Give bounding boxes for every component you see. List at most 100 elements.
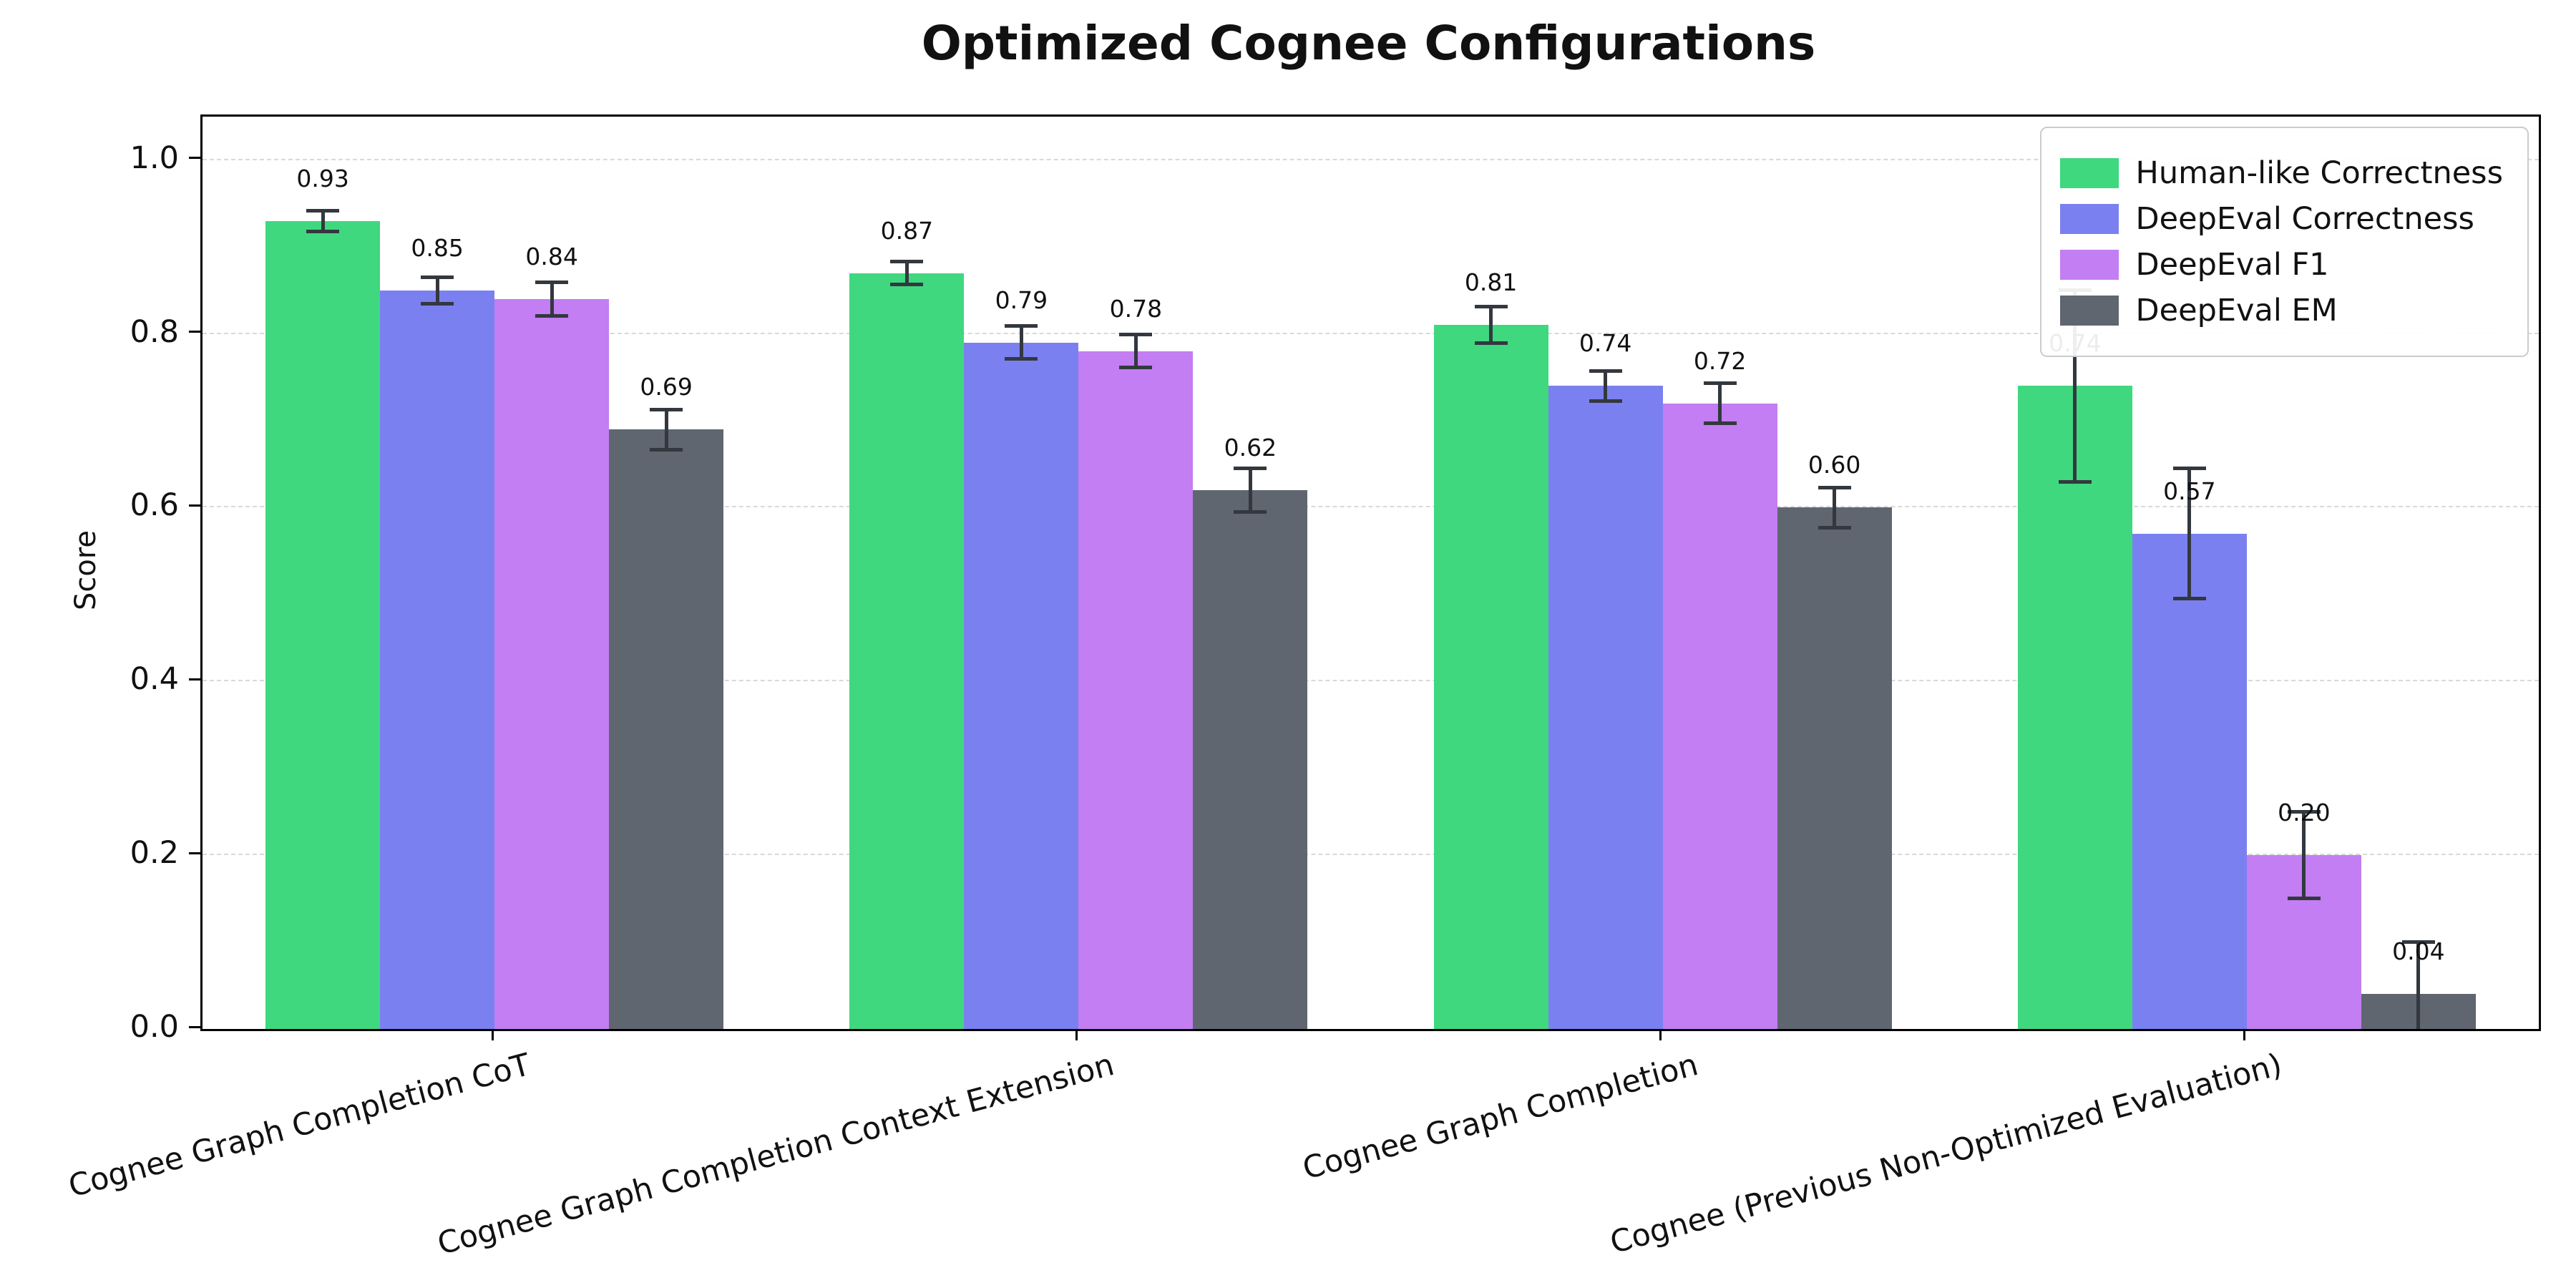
bar-value-label: 0.87 (880, 216, 934, 245)
y-tick-mark (189, 157, 200, 160)
error-bar-cap-top (1589, 369, 1622, 374)
error-bar (2302, 811, 2306, 899)
bar-value-label: 0.74 (1579, 329, 1632, 358)
error-bar-cap-top (1119, 333, 1153, 337)
legend-swatch (2059, 204, 2119, 234)
error-bar (1718, 383, 1722, 424)
error-bar-cap-top (1474, 305, 1508, 309)
x-tick-label: Cognee Graph Completion CoT (64, 1047, 535, 1205)
error-bar-cap-bottom (535, 313, 569, 318)
error-bar (1019, 326, 1023, 359)
bar-group: 0.93 0.85 0.84 0.69 (265, 117, 724, 1029)
x-tick-mark (491, 1029, 494, 1040)
y-tick-mark (189, 504, 200, 507)
legend-label: DeepEval F1 (2135, 247, 2329, 283)
y-tick-label: 0.8 (130, 313, 179, 350)
error-bar (1833, 487, 1837, 528)
error-bar-cap-top (2401, 940, 2435, 945)
legend: Human-like Correctness DeepEval Correctne… (2039, 127, 2529, 357)
bar (1548, 386, 1663, 1029)
bar (1777, 507, 1892, 1029)
error-bar-cap-bottom (890, 282, 924, 286)
bar-group: 0.87 0.79 0.78 0.62 (849, 117, 1308, 1029)
legend-label: Human-like Correctness (2135, 155, 2503, 191)
x-tick-mark (1075, 1029, 1078, 1040)
error-bar (664, 409, 668, 450)
gridline (203, 332, 2539, 334)
error-bar-cap-top (650, 407, 683, 411)
legend-item: Human-like Correctness (2059, 155, 2503, 191)
bar-value-label: 0.04 (2392, 937, 2445, 966)
error-bar-cap-top (1703, 381, 1737, 386)
error-bar (904, 261, 909, 285)
y-tick-mark (189, 852, 200, 854)
error-bar (435, 277, 439, 304)
bar-value-label: 0.93 (296, 164, 349, 192)
y-tick-label: 1.0 (130, 140, 179, 176)
bar (609, 429, 724, 1029)
error-bar-cap-bottom (1474, 341, 1508, 346)
error-bar-cap-bottom (1589, 399, 1622, 403)
bar-value-label: 0.84 (525, 243, 578, 270)
x-tick-label: Cognee Graph Completion Context Extensio… (434, 1047, 1118, 1262)
legend-item: DeepEval EM (2059, 293, 2503, 328)
error-bar-cap-top (1234, 467, 1267, 471)
error-bar-cap-bottom (1703, 421, 1737, 426)
error-bar-cap-top (306, 208, 340, 213)
y-tick-label: 0.2 (130, 835, 179, 872)
error-bar (2073, 290, 2077, 482)
error-bar (1248, 468, 1252, 512)
bar (2132, 533, 2247, 1029)
error-bar-cap-top (2172, 467, 2206, 471)
error-bar-cap-top (890, 260, 924, 264)
bar-value-label: 0.78 (1109, 294, 1163, 323)
bar-value-label: 0.85 (411, 233, 464, 262)
y-tick-label: 0.6 (130, 487, 179, 524)
y-axis-label: Score (69, 530, 102, 611)
bar-group: 0.740.570.200.04 (2017, 117, 2476, 1029)
bar (265, 220, 381, 1029)
error-bar-cap-bottom (2058, 479, 2092, 484)
error-bar (550, 282, 554, 316)
legend-item: DeepEval F1 (2059, 247, 2503, 283)
gridline (203, 680, 2539, 682)
error-bar-cap-bottom (1818, 525, 1851, 530)
error-bar (2416, 942, 2421, 1029)
x-tick-mark (2243, 1029, 2246, 1040)
error-bar-cap-top (1005, 324, 1038, 328)
bar (1078, 351, 1194, 1029)
bar-value-label: 0.72 (1693, 346, 1747, 375)
bar (380, 290, 495, 1029)
bar (849, 273, 965, 1029)
y-tick-mark (189, 331, 200, 333)
legend-swatch (2059, 296, 2119, 326)
legend-label: DeepEval Correctness (2135, 201, 2474, 237)
error-bar-cap-bottom (650, 447, 683, 452)
error-bar-cap-top (535, 280, 569, 285)
bar (1662, 403, 1777, 1029)
y-tick-label: 0.0 (130, 1009, 179, 1045)
error-bar (1133, 334, 1138, 368)
error-bar-cap-bottom (2287, 897, 2321, 901)
error-bar (1489, 306, 1493, 343)
plot-area: 0.93 0.85 0.84 0.69 0.87 0.79 0.78 0.62 0.81 0.74… (200, 114, 2541, 1031)
bar (1193, 490, 1308, 1029)
bar-value-label: 0.79 (995, 286, 1048, 314)
error-bar (1604, 371, 1608, 401)
legend-swatch (2059, 250, 2119, 280)
error-bar (2187, 468, 2192, 599)
bar-value-label: 0.57 (2163, 477, 2216, 505)
error-bar-cap-bottom (306, 229, 340, 233)
error-bar (321, 210, 325, 232)
error-bar-cap-bottom (1005, 357, 1038, 361)
legend-label: DeepEval EM (2135, 293, 2338, 328)
y-tick-label: 0.4 (130, 661, 179, 698)
bar (964, 342, 1079, 1029)
error-bar-cap-bottom (421, 301, 454, 306)
legend-swatch (2059, 158, 2119, 188)
bar (2017, 386, 2132, 1029)
error-bar-cap-bottom (1234, 510, 1267, 514)
x-tick-mark (1659, 1029, 1662, 1040)
y-tick-mark (189, 1025, 200, 1028)
